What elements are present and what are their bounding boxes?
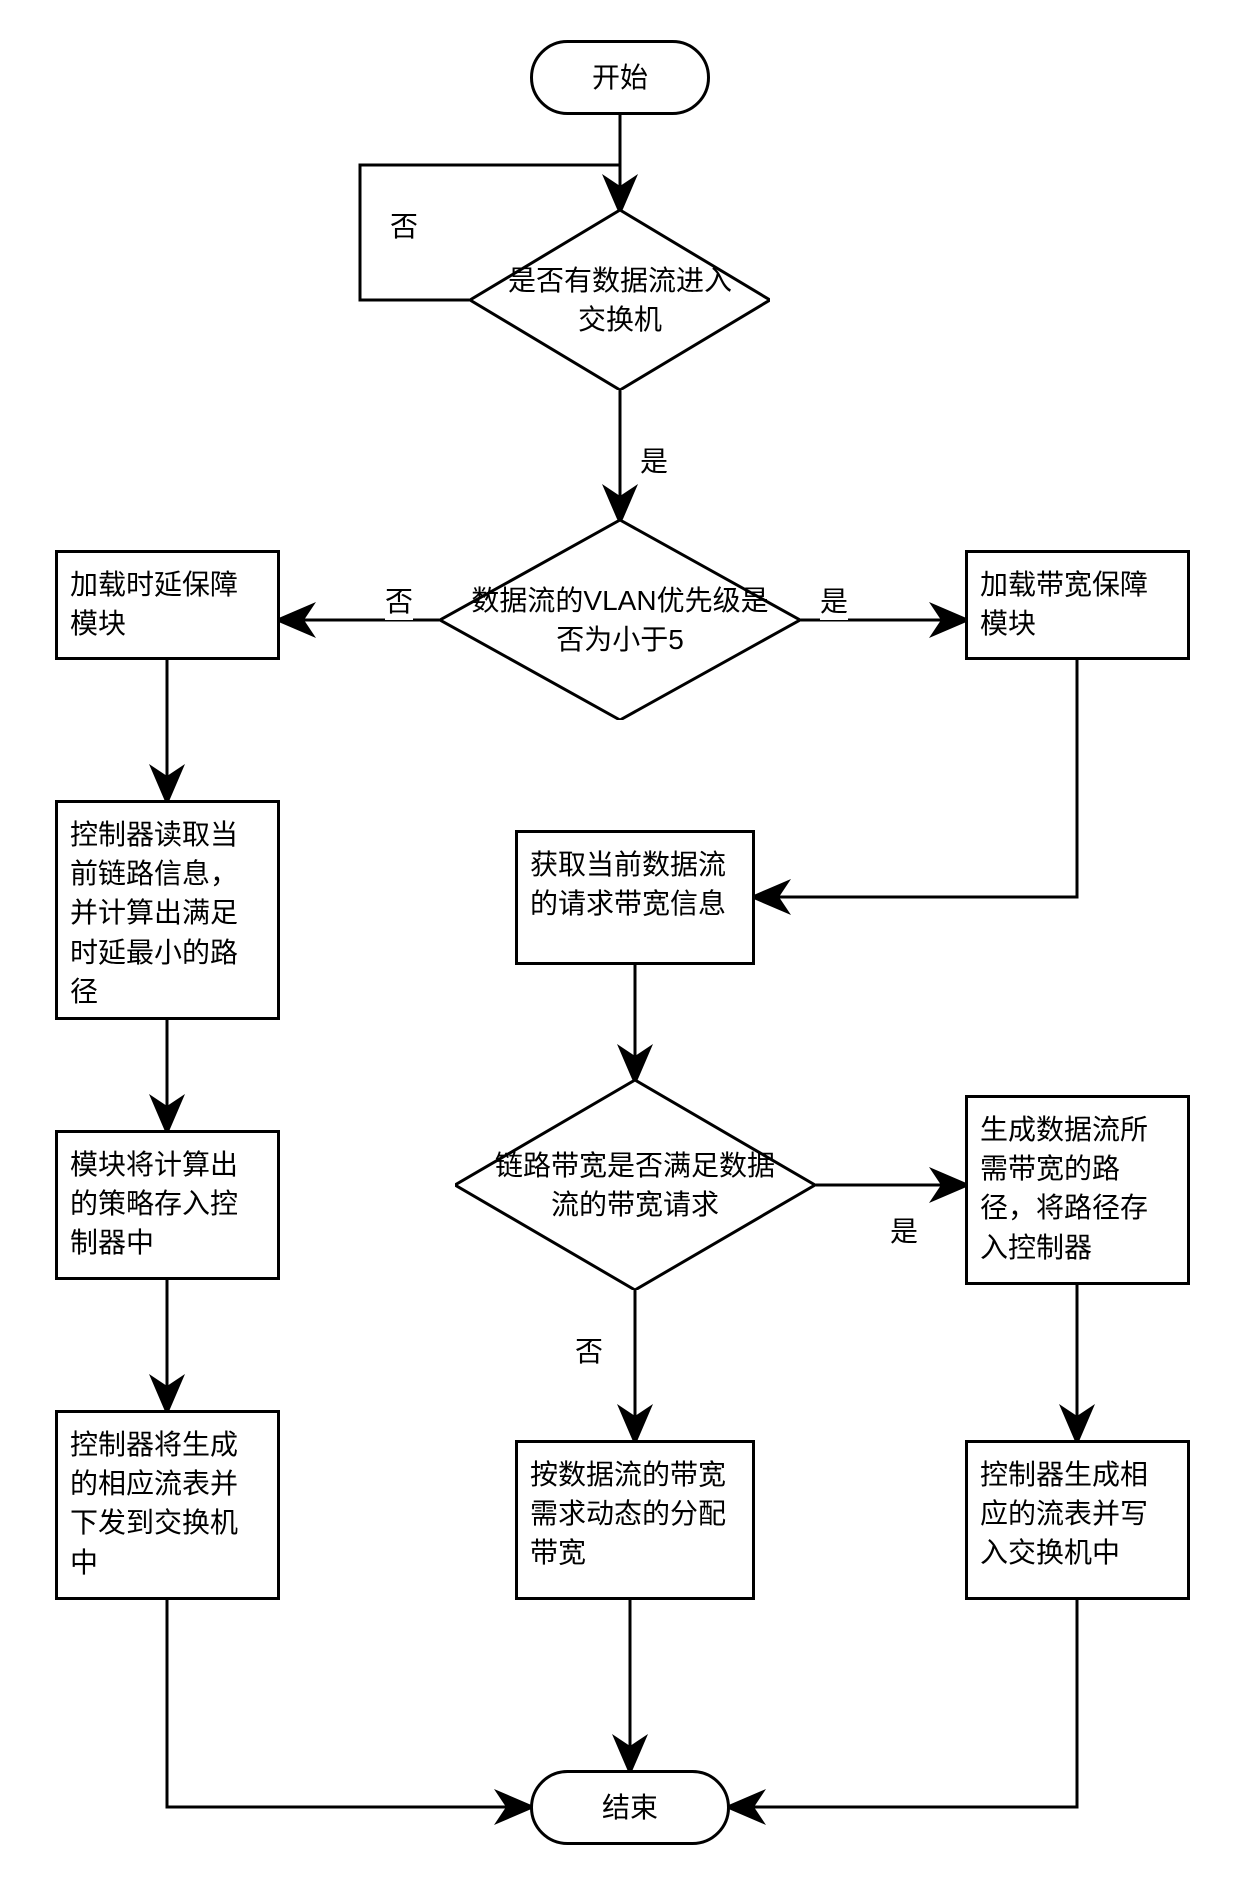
process-load-delay-module: 加载时延保障模块 xyxy=(55,550,280,660)
p-right2-text: 生成数据流所需带宽的路径，将路径存入控制器 xyxy=(980,1110,1175,1267)
process-send-flow-table: 控制器将生成的相应流表并下发到交换机中 xyxy=(55,1410,280,1600)
d1-no-label: 否 xyxy=(390,205,418,245)
process-generate-path: 生成数据流所需带宽的路径，将路径存入控制器 xyxy=(965,1095,1190,1285)
d1-text: 是否有数据流进入交换机 xyxy=(470,261,770,339)
process-dynamic-allocate: 按数据流的带宽需求动态的分配带宽 xyxy=(515,1440,755,1600)
d1-yes-label: 是 xyxy=(640,440,668,480)
p-mid-alloc-text: 按数据流的带宽需求动态的分配带宽 xyxy=(530,1455,740,1573)
p-left1-text: 加载时延保障模块 xyxy=(70,565,265,643)
p-left4-text: 控制器将生成的相应流表并下发到交换机中 xyxy=(70,1425,265,1582)
process-load-bandwidth-module: 加载带宽保障模块 xyxy=(965,550,1190,660)
d2-text: 数据流的VLAN优先级是否为小于5 xyxy=(440,581,800,659)
decision-data-flow: 是否有数据流进入交换机 xyxy=(470,210,770,390)
p-right1-text: 加载带宽保障模块 xyxy=(980,565,1175,643)
p-left2-text: 控制器读取当前链路信息，并计算出满足时延最小的路径 xyxy=(70,815,265,1011)
flowchart-container: 开始 是否有数据流进入交换机 数据流的VLAN优先级是否为小于5 加载时延保障模… xyxy=(0,0,1240,1890)
end-terminal: 结束 xyxy=(530,1770,730,1845)
p-left3-text: 模块将计算出的策略存入控制器中 xyxy=(70,1145,265,1263)
p-mid-req-text: 获取当前数据流的请求带宽信息 xyxy=(530,845,740,923)
d3-no-label: 否 xyxy=(575,1330,603,1370)
d3-text: 链路带宽是否满足数据流的带宽请求 xyxy=(455,1146,815,1224)
decision-vlan-priority: 数据流的VLAN优先级是否为小于5 xyxy=(440,520,800,720)
p-right3-text: 控制器生成相应的流表并写入交换机中 xyxy=(980,1455,1175,1573)
d2-no-label: 否 xyxy=(385,580,413,620)
process-store-policy: 模块将计算出的策略存入控制器中 xyxy=(55,1130,280,1280)
process-controller-read-link: 控制器读取当前链路信息，并计算出满足时延最小的路径 xyxy=(55,800,280,1020)
d3-yes-label: 是 xyxy=(890,1210,918,1250)
process-write-flow-table: 控制器生成相应的流表并写入交换机中 xyxy=(965,1440,1190,1600)
process-get-bandwidth-request: 获取当前数据流的请求带宽信息 xyxy=(515,830,755,965)
start-label: 开始 xyxy=(592,58,648,97)
decision-bandwidth-satisfy: 链路带宽是否满足数据流的带宽请求 xyxy=(455,1080,815,1290)
start-terminal: 开始 xyxy=(530,40,710,115)
end-label: 结束 xyxy=(602,1788,658,1827)
d2-yes-label: 是 xyxy=(820,580,848,620)
